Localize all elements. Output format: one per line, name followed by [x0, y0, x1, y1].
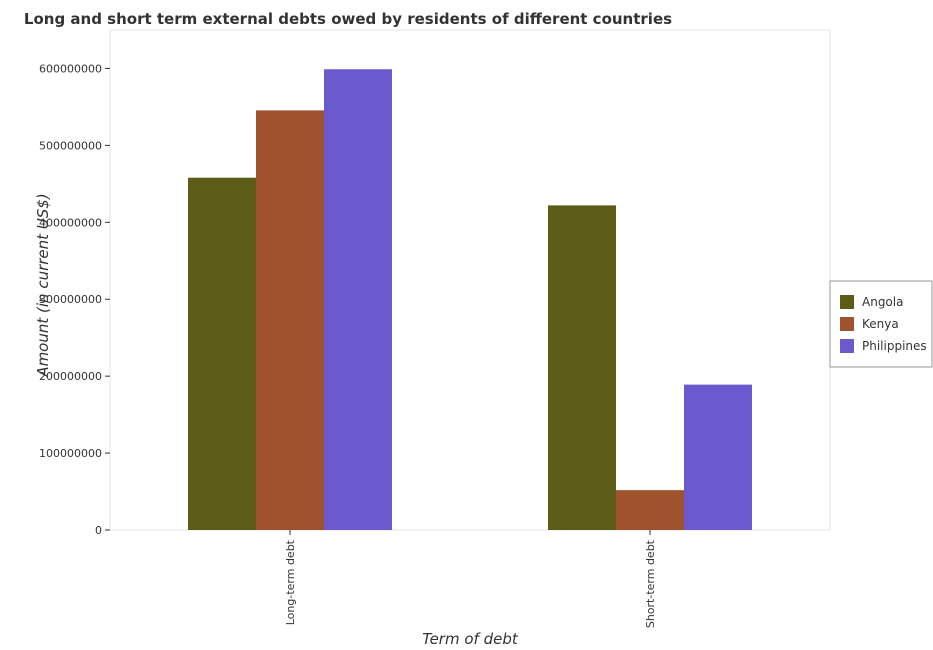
y-axis-title: Amount (in current US$) — [34, 193, 52, 377]
bar-philippines-short-term — [684, 384, 752, 530]
y-tick-label: 200000000 — [39, 370, 102, 383]
legend: Angola Kenya Philippines — [829, 280, 933, 368]
y-tick-label: 600000000 — [39, 62, 102, 75]
x-tick-label: Long-term debt — [284, 539, 297, 625]
bar-philippines-long-term — [324, 69, 392, 530]
bars — [188, 69, 752, 530]
legend-swatch — [840, 295, 854, 309]
y-axis: 0 100000000 200000000 300000000 400000000 500… — [39, 62, 110, 537]
legend-swatch — [840, 317, 854, 331]
y-tick-label: 100000000 — [39, 447, 102, 460]
legend-label: Kenya — [862, 317, 899, 331]
x-axis: Long-term debt Short-term debt — [284, 530, 657, 628]
legend-swatch — [840, 339, 854, 353]
x-axis-title: Term of debt — [422, 630, 519, 648]
bar-kenya-long-term — [256, 110, 324, 530]
legend-label: Angola — [862, 295, 903, 309]
chart-title: Long and short term external debts owed … — [24, 10, 672, 28]
y-tick-label: 0 — [95, 524, 102, 537]
legend-label: Philippines — [862, 339, 927, 353]
x-tick-label: Short-term debt — [644, 539, 657, 628]
bar-kenya-short-term — [616, 490, 684, 530]
y-tick-label: 500000000 — [39, 139, 102, 152]
bar-angola-long-term — [188, 177, 256, 530]
bar-angola-short-term — [548, 205, 616, 530]
y-tick-label: 400000000 — [39, 216, 102, 229]
y-tick-label: 300000000 — [39, 293, 102, 306]
